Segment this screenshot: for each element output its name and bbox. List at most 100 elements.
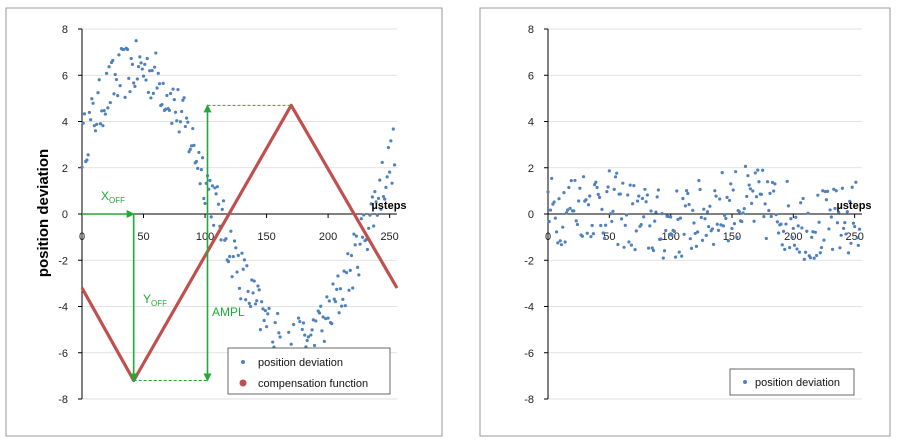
deviation-point (759, 192, 764, 196)
deviation-point (172, 98, 176, 102)
deviation-point (93, 129, 98, 133)
deviation-point (138, 55, 142, 59)
deviation-point (616, 242, 620, 247)
deviation-point (681, 196, 685, 201)
deviation-point (843, 220, 847, 225)
deviation-point (327, 299, 331, 303)
deviation-point (729, 182, 733, 186)
deviation-point (221, 199, 226, 203)
deviation-point (819, 245, 824, 250)
deviation-point (301, 321, 306, 325)
legend-deviation-marker (241, 360, 245, 364)
deviation-point (145, 56, 149, 61)
deviation-point (827, 227, 831, 231)
deviation-point (381, 194, 386, 199)
deviation-point (727, 198, 732, 203)
deviation-point (292, 322, 296, 327)
deviation-point (359, 217, 363, 221)
deviation-point (130, 62, 135, 66)
deviation-point (844, 232, 848, 236)
deviation-point (786, 204, 791, 208)
deviation-point (708, 204, 712, 208)
deviation-point (326, 316, 330, 320)
deviation-point (106, 106, 110, 110)
deviation-point (812, 256, 816, 260)
deviation-point (775, 220, 779, 224)
x-tick-label: 150 (257, 231, 275, 243)
deviation-point (666, 214, 670, 219)
deviation-point (813, 230, 817, 234)
deviation-point (98, 122, 103, 126)
deviation-point (348, 268, 352, 273)
deviation-point (550, 176, 554, 181)
deviation-point (548, 208, 553, 212)
deviation-point (673, 255, 678, 259)
deviation-point (554, 230, 559, 234)
chart-left-y-label: position deviation (35, 149, 52, 277)
legend-compensation-function: compensation function (258, 378, 368, 390)
deviation-point (356, 265, 360, 269)
deviation-point (687, 202, 691, 207)
deviation-point (317, 311, 322, 315)
deviation-point (734, 170, 738, 174)
legend-compensation-marker (239, 379, 247, 387)
deviation-point (369, 202, 373, 206)
deviation-point (685, 189, 689, 193)
deviation-point (810, 235, 814, 239)
deviation-point (150, 68, 154, 73)
y-tick-label: -2 (524, 255, 534, 267)
y-tick-label: 8 (62, 24, 68, 36)
deviation-point (832, 187, 836, 191)
deviation-point (676, 217, 680, 222)
deviation-point (216, 202, 221, 206)
deviation-point (241, 267, 245, 271)
deviation-point (789, 217, 793, 221)
deviation-point (672, 229, 676, 233)
deviation-point (300, 327, 304, 332)
deviation-point (753, 171, 757, 175)
deviation-point (580, 234, 584, 238)
deviation-point (255, 299, 259, 303)
deviation-point (675, 189, 679, 193)
deviation-point (256, 284, 260, 288)
deviation-point (311, 318, 315, 322)
deviation-point (388, 170, 392, 174)
deviation-point (262, 318, 266, 323)
deviation-point (724, 216, 728, 221)
deviation-point (242, 258, 247, 262)
y-tick-label: 0 (528, 209, 534, 221)
deviation-point (384, 185, 388, 189)
deviation-point (590, 223, 594, 228)
deviation-point (600, 207, 604, 211)
deviation-point (197, 150, 201, 155)
deviation-point (669, 215, 673, 219)
deviation-point (654, 210, 658, 214)
deviation-point (627, 240, 631, 244)
deviation-point (373, 190, 377, 194)
deviation-point (761, 168, 765, 172)
y-tick-label: -8 (58, 394, 68, 406)
y-tick-label: -2 (58, 255, 68, 267)
deviation-point (661, 256, 665, 260)
deviation-point (856, 243, 860, 248)
deviation-point (360, 235, 365, 239)
deviation-point (171, 87, 175, 91)
deviation-point (250, 278, 254, 282)
deviation-point (376, 196, 381, 200)
deviation-point (783, 247, 787, 251)
deviation-point (167, 108, 171, 112)
deviation-point (309, 333, 313, 337)
deviation-point (340, 304, 344, 308)
deviation-point (85, 158, 89, 162)
deviation-point (378, 178, 382, 182)
deviation-point (621, 181, 625, 185)
deviation-point (828, 208, 832, 212)
deviation-point (602, 236, 607, 241)
deviation-point (277, 331, 281, 335)
deviation-point (208, 178, 212, 183)
deviation-point (112, 92, 116, 96)
deviation-point (365, 247, 370, 252)
deviation-point (694, 244, 699, 248)
deviation-point (310, 328, 314, 332)
legend-right-position-deviation: position deviation (755, 377, 840, 389)
